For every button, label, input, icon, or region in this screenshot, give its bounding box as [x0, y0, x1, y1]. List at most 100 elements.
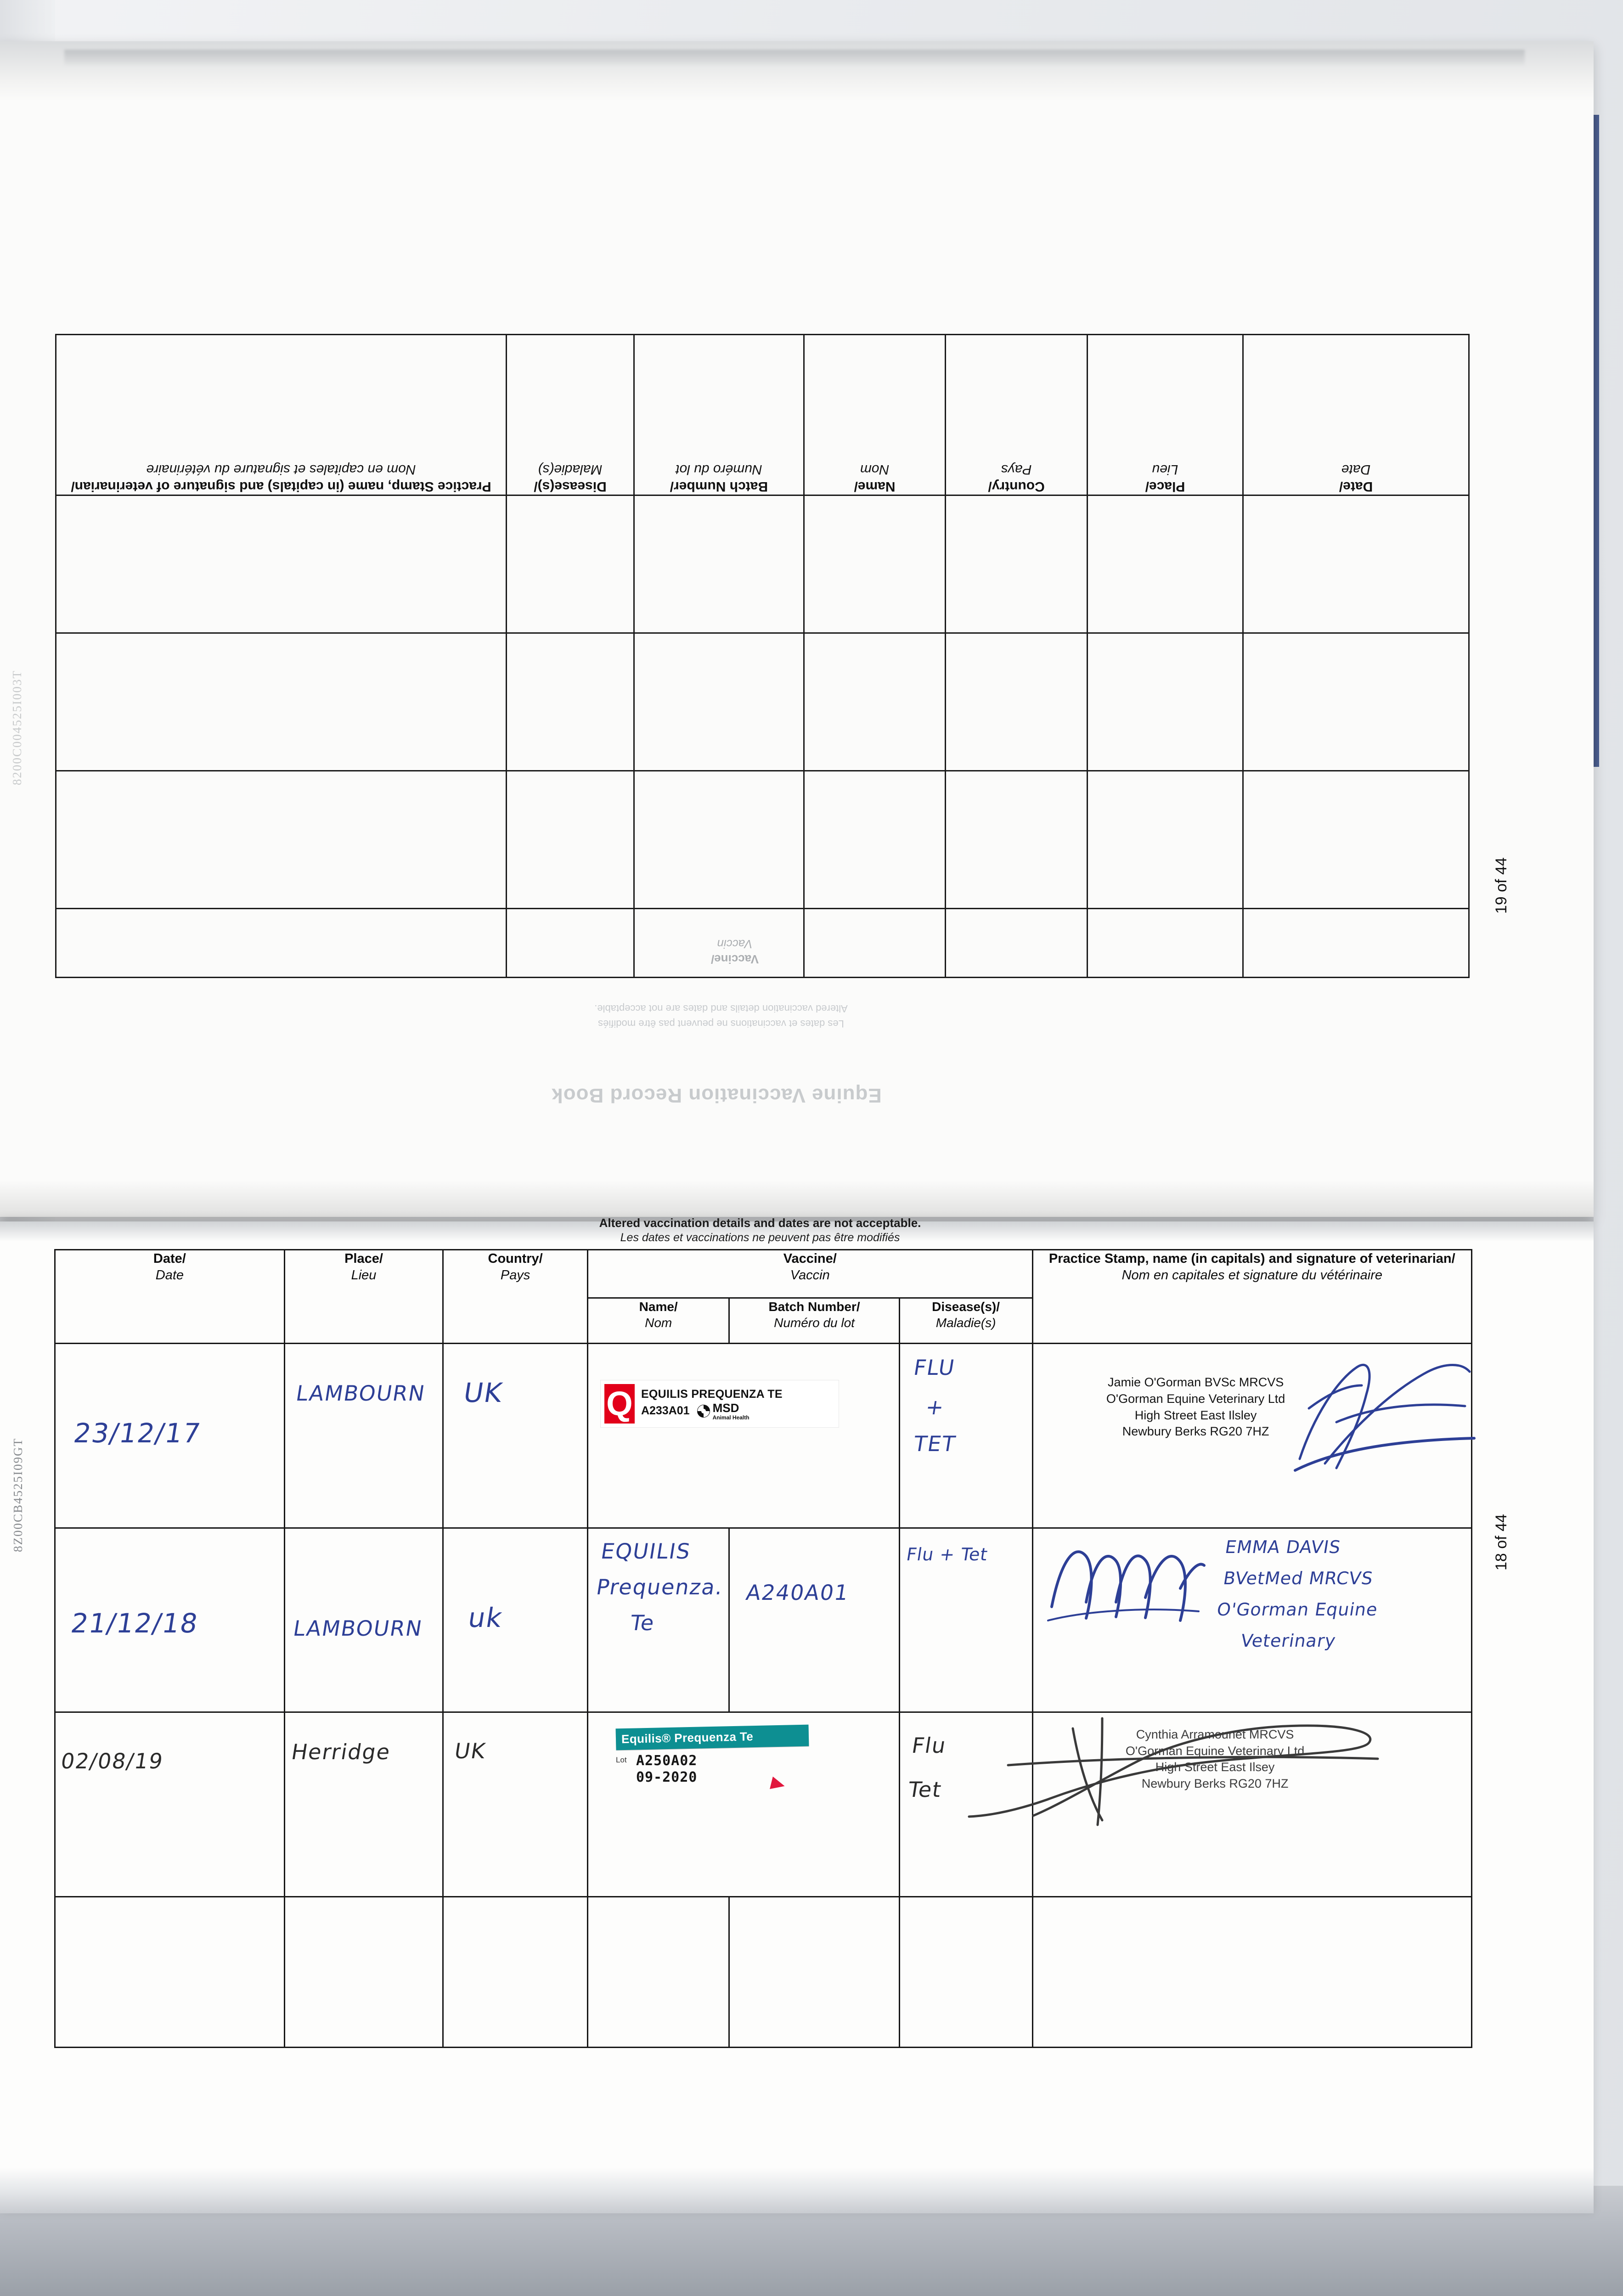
row3-batch: A250A02 [636, 1753, 698, 1769]
col-header-date: Date/ Date [54, 1249, 285, 1345]
row3-expiry: 09-2020 [636, 1769, 698, 1785]
header-batch-fr: Numéro du lot [774, 1315, 855, 1330]
header-disease-fr: Maladie(s) [935, 1315, 996, 1330]
upper-ghost-vaccine-label: Vaccine/ Vaccin [574, 937, 896, 967]
upper-batch-en: Batch Number/ [670, 479, 768, 494]
upper-vaccination-table: Date/ Date Place/ Lieu Country/ Pays Nam… [55, 334, 1470, 978]
vaccine-label-sticker-msd: Q EQUILIS PREQUENZA TE A233A01 MSD [600, 1380, 839, 1428]
row2-date: 21/12/18 [68, 1607, 201, 1639]
row2-disease: Flu + Tet [905, 1544, 989, 1564]
upper-stamp-en2: veterinarian/ [71, 479, 153, 494]
upper-ghost-banner: Equine Vaccination Record Book [349, 1084, 1084, 1107]
row2-batch: A240A01 [744, 1580, 851, 1605]
row3-disease-1: Flu [910, 1733, 948, 1758]
table-row: 02/08/19 Herridge UK Equilis® Prequenza … [54, 1711, 1473, 1897]
header-country-en: Country/ [488, 1251, 543, 1266]
row3-vaccine-sticker-cell: Equilis® Prequenza Te Lot A250A02 09-202… [586, 1711, 900, 1897]
row1-practice-street: High Street East Ilsley [1134, 1408, 1257, 1422]
row3-vet-name: Cynthia Arramounet MRCVS [1136, 1728, 1294, 1742]
upper-disease-fr: Maladie(s) [538, 462, 603, 478]
header-date-fr: Date [155, 1268, 184, 1283]
row4-disease-cell [898, 1896, 1033, 2048]
row4-stamp-cell [1031, 1896, 1473, 2048]
col-header-batch-number: Batch Number/ Numéro du lot [728, 1297, 900, 1345]
row2-vet-name-l2: BVetMed MRCVS [1222, 1568, 1375, 1588]
row2-vet-signature [1047, 1550, 1206, 1622]
msd-tagline: Animal Health [712, 1414, 750, 1421]
row2-vet-practice: O'Gorman Equine [1215, 1599, 1379, 1620]
page-crease-shadow [64, 50, 1525, 65]
header-stamp-fr: Nom en capitales et signature du vétérin… [1121, 1268, 1383, 1283]
q-glyph: Q [606, 1384, 633, 1423]
upper-place-en: Place/ [1145, 479, 1185, 494]
lower-page-top-edge [0, 1221, 1594, 1242]
row1-batch: A233A01 [641, 1404, 690, 1418]
row3-practice-city: Newbury Berks RG20 7HZ [1141, 1777, 1289, 1791]
header-disease-en: Disease(s)/ [932, 1299, 1000, 1314]
header-stamp-en1: Practice Stamp, name (in capitals) and s… [1048, 1251, 1373, 1266]
page-fold-shadow [0, 1180, 1594, 1221]
row1-place-cell: LAMBOURN [283, 1343, 444, 1529]
row1-date: 23/12/17 [71, 1418, 203, 1449]
row4-batch-cell [728, 1896, 900, 2048]
spine-code-lower: 8Z00CB4525I09GT [11, 1438, 25, 1552]
upper-header-disease: Disease(s)/ Maladie(s) [506, 334, 634, 495]
row1-disease-2: + [924, 1395, 947, 1420]
col-header-country: Country/ Pays [442, 1249, 588, 1345]
row1-vet-name: Jamie O'Gorman BVSc MRCVS [1107, 1375, 1284, 1390]
upper-ghost-notice-en: Altered vaccination details and dates ar… [594, 1003, 848, 1014]
upper-name-en: Name/ [854, 479, 896, 494]
row2-vaccine-name-l1: EQUILIS [599, 1538, 693, 1564]
col-header-vaccine: Vaccine/ Vaccin [586, 1249, 1033, 1299]
upper-country-fr: Pays [1001, 462, 1032, 478]
col-header-practice-stamp: Practice Stamp, name (in capitals) and s… [1031, 1249, 1473, 1345]
lot-label: Lot [615, 1756, 627, 1765]
row1-stamp-cell: Jamie O'Gorman BVSc MRCVS O'Gorman Equin… [1031, 1343, 1476, 1529]
equilis-brand-bar: Equilis® Prequenza Te [615, 1724, 809, 1750]
header-country-fr: Pays [500, 1268, 530, 1283]
alteration-notice: Altered vaccination details and dates ar… [524, 1216, 997, 1245]
row3-practice-stamp: Cynthia Arramounet MRCVS O'Gorman Equine… [1073, 1727, 1358, 1792]
row1-vaccine-name: EQUILIS PREQUENZA TE [641, 1387, 783, 1401]
row3-disease-2: Tet [906, 1777, 944, 1802]
row3-country: UK [453, 1739, 488, 1764]
row2-date-cell: 21/12/18 [54, 1527, 285, 1713]
upper-vaccine-en: Vaccine/ [710, 952, 759, 966]
col-header-vaccine-name: Name/ Nom [586, 1297, 730, 1345]
header-place-fr: Lieu [351, 1268, 377, 1283]
spine-code-upper: 8200C004525I003T [10, 670, 24, 785]
row1-country: UK [461, 1377, 506, 1409]
row2-stamp-cell: EMMA DAVIS BVetMed MRCVS O'Gorman Equine… [1031, 1527, 1473, 1713]
table-row [54, 1896, 1473, 2048]
upper-stamp-fr: Nom en capitales et signature du vétérin… [146, 462, 416, 478]
row2-place-cell: LAMBOURN [283, 1527, 444, 1713]
upper-place-fr: Lieu [1152, 462, 1178, 478]
row3-practice-name: O'Gorman Equine Veterinary Ltd [1125, 1744, 1305, 1758]
upper-disease-en: Disease(s)/ [534, 479, 607, 494]
page-number-upper: 19 of 44 [1493, 857, 1510, 914]
upper-header-date: Date/ Date [1243, 334, 1469, 495]
row2-batch-cell: A240A01 [728, 1527, 900, 1713]
equilis-q-icon: Q [604, 1384, 635, 1424]
upper-ghost-notice-fr: Les dates et vaccinations ne peuvent pas… [598, 1018, 844, 1030]
row4-vaccine-name-cell [586, 1896, 730, 2048]
row3-stamp-cell: Cynthia Arramounet MRCVS O'Gorman Equine… [968, 1711, 1473, 1897]
upper-page-19: Date/ Date Place/ Lieu Country/ Pays Nam… [0, 41, 1594, 1221]
upper-ghost-banner-text: Equine Vaccination Record Book [551, 1084, 882, 1107]
row1-date-cell: 23/12/17 [54, 1343, 285, 1529]
row2-vet-name-l1: EMMA DAVIS [1223, 1536, 1342, 1557]
col-header-place: Place/ Lieu [283, 1249, 444, 1345]
upper-header-stamp: Practice Stamp, name (in capitals) and s… [56, 334, 507, 495]
upper-batch-fr: Numéro du lot [676, 462, 762, 478]
row4-country-cell [442, 1896, 588, 2048]
row2-vaccine-name-l2: Prequenza. [594, 1574, 726, 1599]
header-place-en: Place/ [344, 1251, 383, 1266]
msd-clover-icon [697, 1404, 710, 1418]
upper-header-name: Name/ Nom [804, 334, 946, 495]
table-row: 23/12/17 LAMBOURN UK Q EQUILIS PREQUENZA… [54, 1343, 1476, 1529]
notice-french: Les dates et vaccinations ne peuvent pas… [620, 1231, 900, 1244]
row2-country: uk [466, 1602, 506, 1633]
upper-ghost-notice: Les dates et vaccinations ne peuvent pas… [285, 1001, 1157, 1031]
vaccine-label-sticker-equilis: Equilis® Prequenza Te Lot A250A02 09-202… [615, 1724, 809, 1795]
